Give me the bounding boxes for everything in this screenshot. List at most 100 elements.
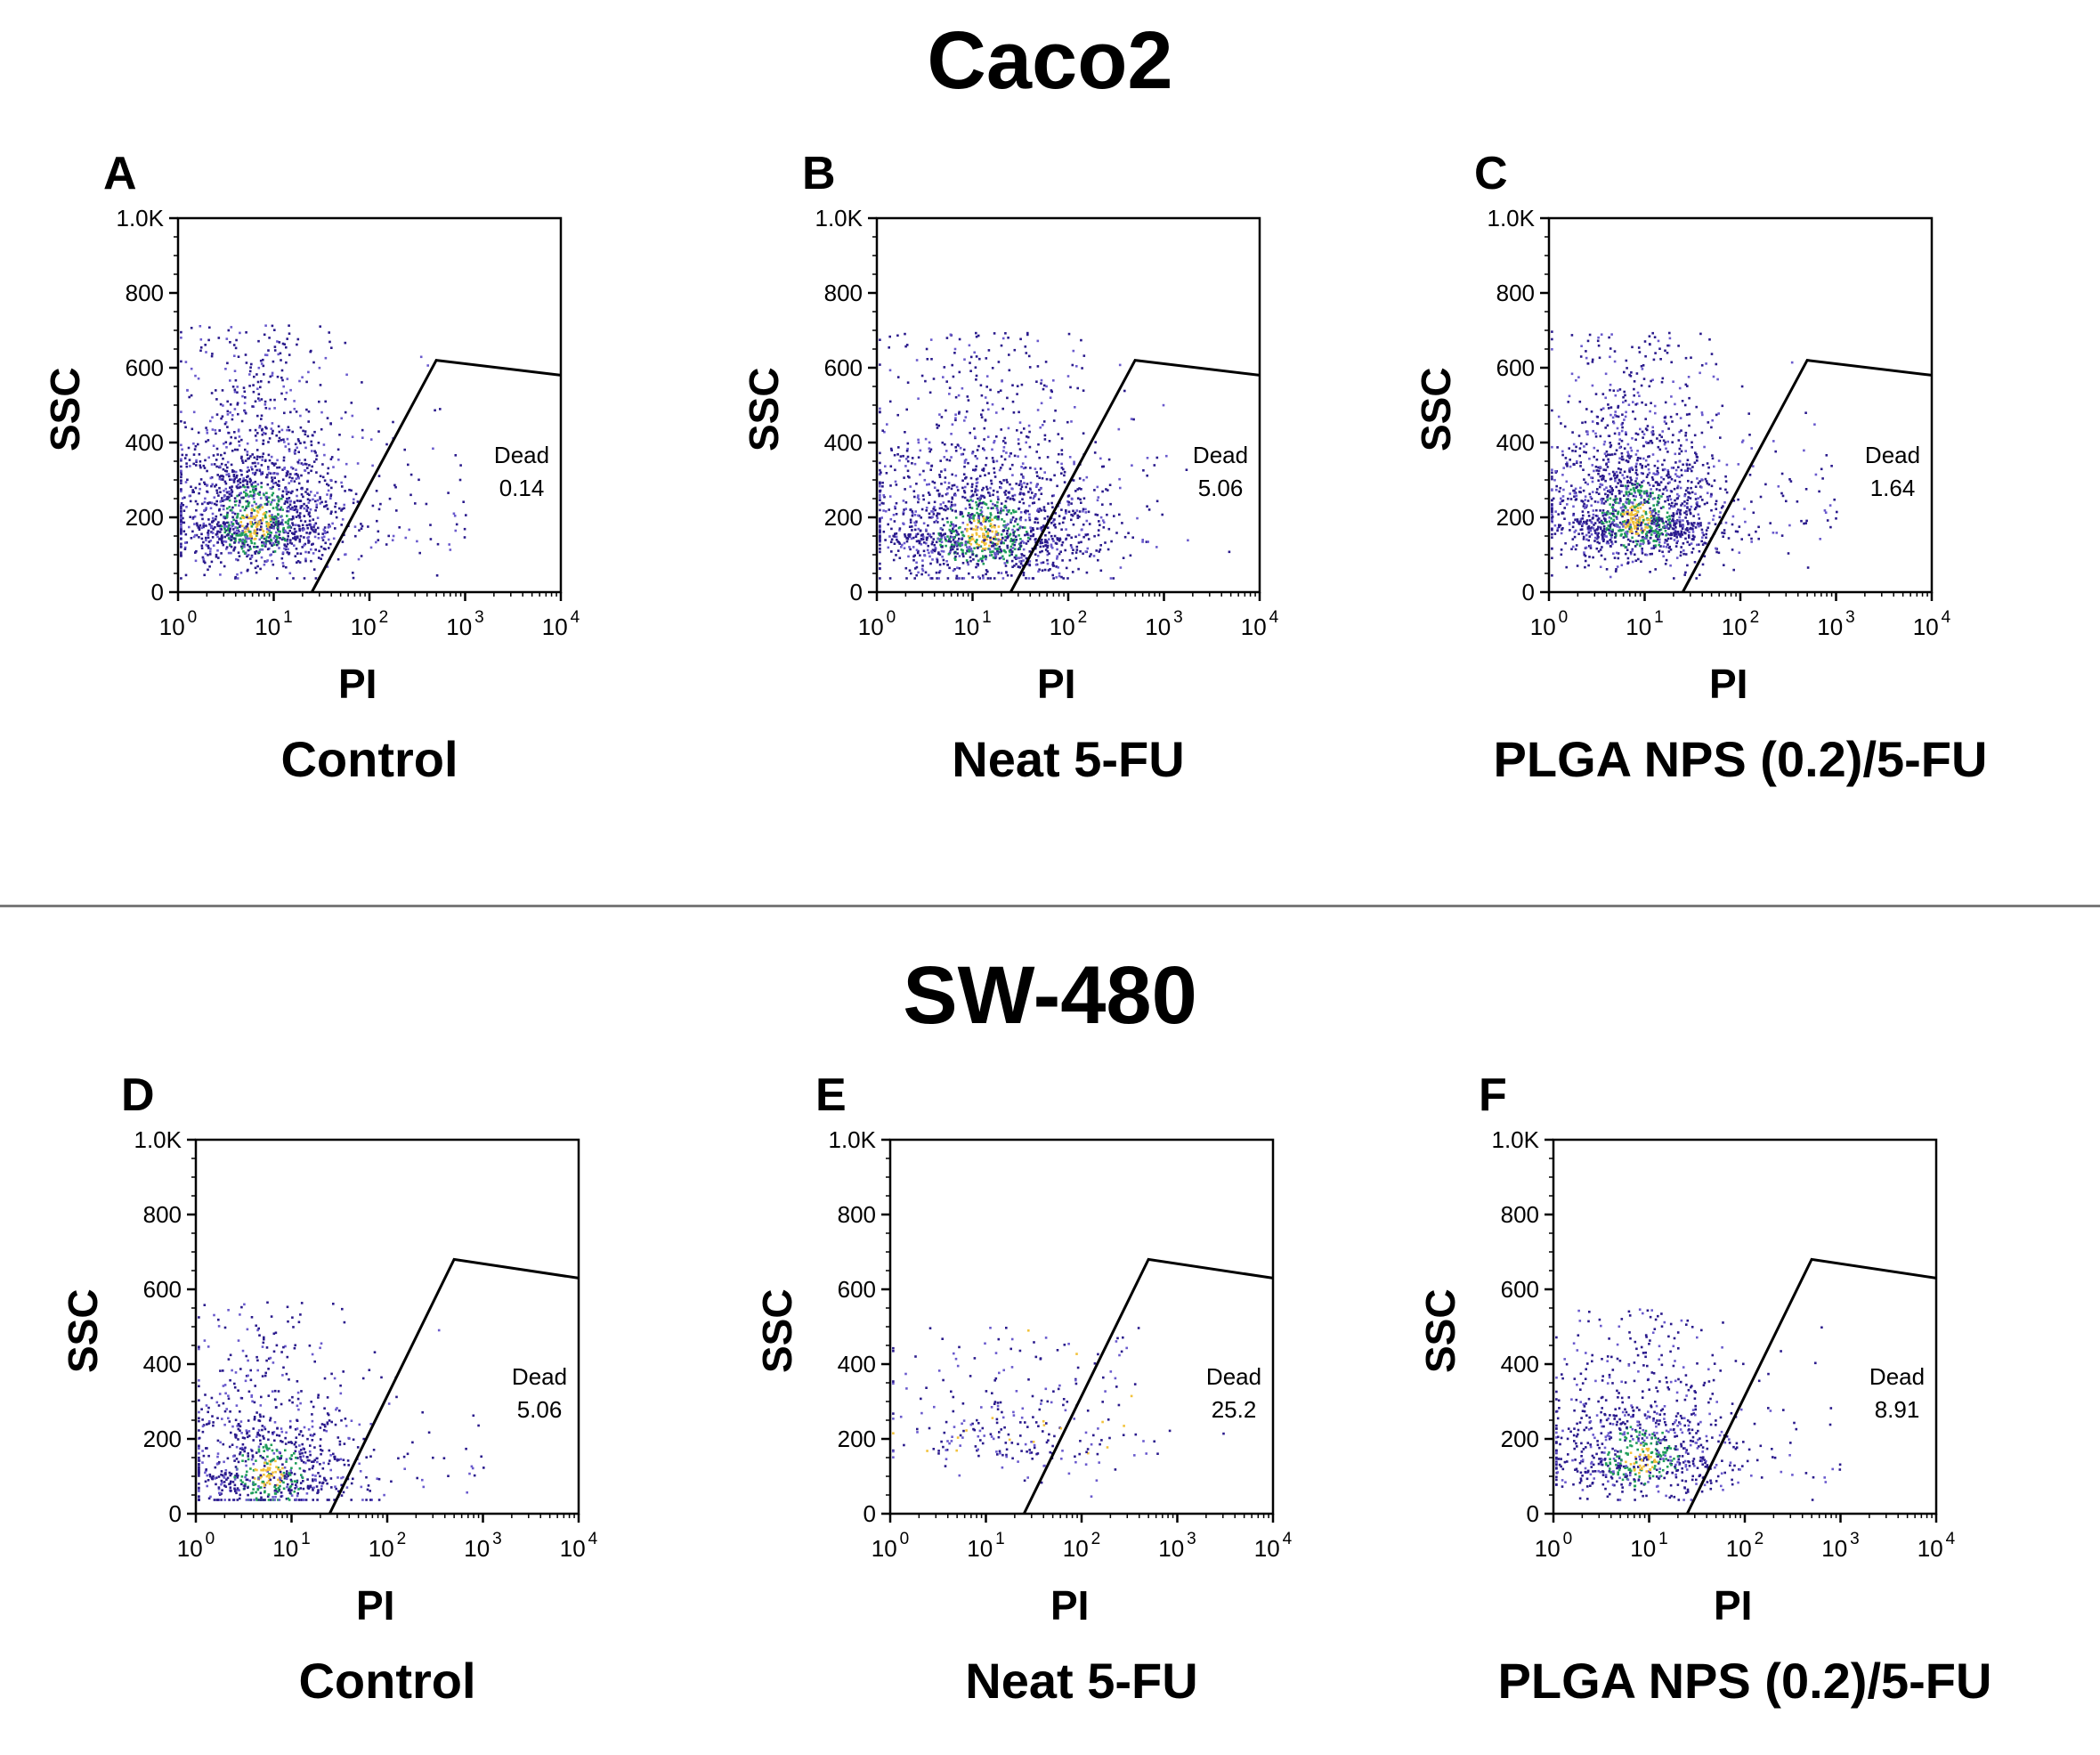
- data-point: [1622, 458, 1625, 461]
- data-point: [919, 554, 921, 557]
- data-point: [1601, 522, 1605, 525]
- data-point: [1642, 457, 1645, 460]
- data-point: [340, 481, 343, 484]
- data-point: [251, 467, 254, 471]
- data-point: [1085, 519, 1089, 523]
- data-point: [1628, 521, 1631, 524]
- data-point: [906, 469, 910, 473]
- data-point: [246, 480, 249, 483]
- data-point: [241, 480, 245, 483]
- data-point: [1073, 462, 1075, 466]
- data-point: [1576, 565, 1579, 567]
- data-point: [1601, 538, 1604, 540]
- data-point: [180, 482, 182, 484]
- data-point: [971, 483, 974, 486]
- data-point: [281, 536, 285, 540]
- data-point: [999, 389, 1002, 392]
- data-point: [1693, 535, 1696, 539]
- data-point: [1612, 512, 1615, 516]
- data-point: [1027, 354, 1031, 358]
- data-point: [932, 532, 935, 535]
- data-point: [1564, 457, 1568, 459]
- data-point: [979, 527, 983, 530]
- data-point: [264, 475, 268, 479]
- data-point: [1058, 540, 1061, 542]
- data-point: [229, 478, 231, 481]
- data-point: [223, 523, 226, 526]
- data-point: [1109, 577, 1113, 580]
- data-point: [1006, 546, 1009, 549]
- data-point: [299, 426, 303, 429]
- data-point: [944, 468, 946, 471]
- data-point: [977, 521, 980, 524]
- data-point: [1076, 516, 1080, 519]
- data-point: [1102, 465, 1105, 468]
- data-point: [185, 506, 188, 508]
- data-point: [1029, 481, 1033, 484]
- data-point: [1108, 483, 1112, 486]
- data-point: [255, 449, 259, 451]
- data-point: [1002, 548, 1006, 552]
- data-point: [241, 394, 244, 398]
- data-point: [1603, 452, 1607, 455]
- data-point: [324, 356, 328, 360]
- data-point: [983, 541, 985, 544]
- data-point: [947, 482, 951, 484]
- data-point: [252, 489, 255, 492]
- data-point: [353, 525, 357, 528]
- data-point: [193, 523, 196, 525]
- data-point: [914, 524, 917, 527]
- data-point: [1675, 541, 1678, 545]
- data-point: [1636, 433, 1640, 436]
- data-point: [1752, 465, 1755, 467]
- data-point: [280, 376, 283, 379]
- data-point: [263, 431, 265, 435]
- data-point: [1670, 532, 1673, 535]
- data-point: [1000, 572, 1003, 574]
- data-point: [926, 358, 929, 361]
- data-point: [286, 538, 289, 541]
- data-point: [270, 532, 272, 534]
- data-point: [1013, 565, 1016, 567]
- data-point: [1637, 534, 1641, 537]
- data-point: [1569, 459, 1571, 461]
- data-point: [247, 469, 250, 472]
- data-point: [913, 495, 916, 499]
- data-point: [296, 508, 299, 512]
- data-point: [310, 443, 313, 447]
- data-point: [238, 444, 241, 447]
- data-point: [963, 461, 967, 464]
- data-point: [1618, 438, 1621, 441]
- data-point: [208, 523, 211, 526]
- data-point: [976, 542, 978, 546]
- data-point: [1062, 467, 1065, 471]
- data-point: [1019, 337, 1022, 341]
- data-point: [189, 516, 191, 518]
- data-point: [244, 396, 247, 399]
- data-point: [954, 446, 957, 449]
- data-point: [1583, 502, 1585, 506]
- data-point: [289, 388, 292, 392]
- data-point: [1051, 506, 1054, 508]
- data-point: [1630, 518, 1633, 521]
- data-point: [1086, 547, 1090, 550]
- data-point: [941, 555, 944, 558]
- data-point: [1607, 458, 1609, 461]
- data-point: [1676, 484, 1680, 488]
- data-point: [936, 577, 938, 580]
- data-point: [1588, 519, 1592, 522]
- data-point: [1635, 514, 1639, 516]
- data-point: [1686, 564, 1689, 567]
- data-point: [1706, 462, 1709, 465]
- data-point: [435, 574, 439, 577]
- data-point: [1591, 420, 1594, 423]
- data-point: [953, 544, 956, 547]
- data-point: [1034, 553, 1037, 556]
- data-point: [1675, 557, 1679, 559]
- x-axis-label: PI: [338, 661, 377, 707]
- data-point: [1686, 459, 1690, 461]
- data-point: [977, 559, 980, 563]
- data-point: [1677, 466, 1680, 468]
- data-point: [252, 405, 255, 408]
- data-point: [1602, 538, 1605, 541]
